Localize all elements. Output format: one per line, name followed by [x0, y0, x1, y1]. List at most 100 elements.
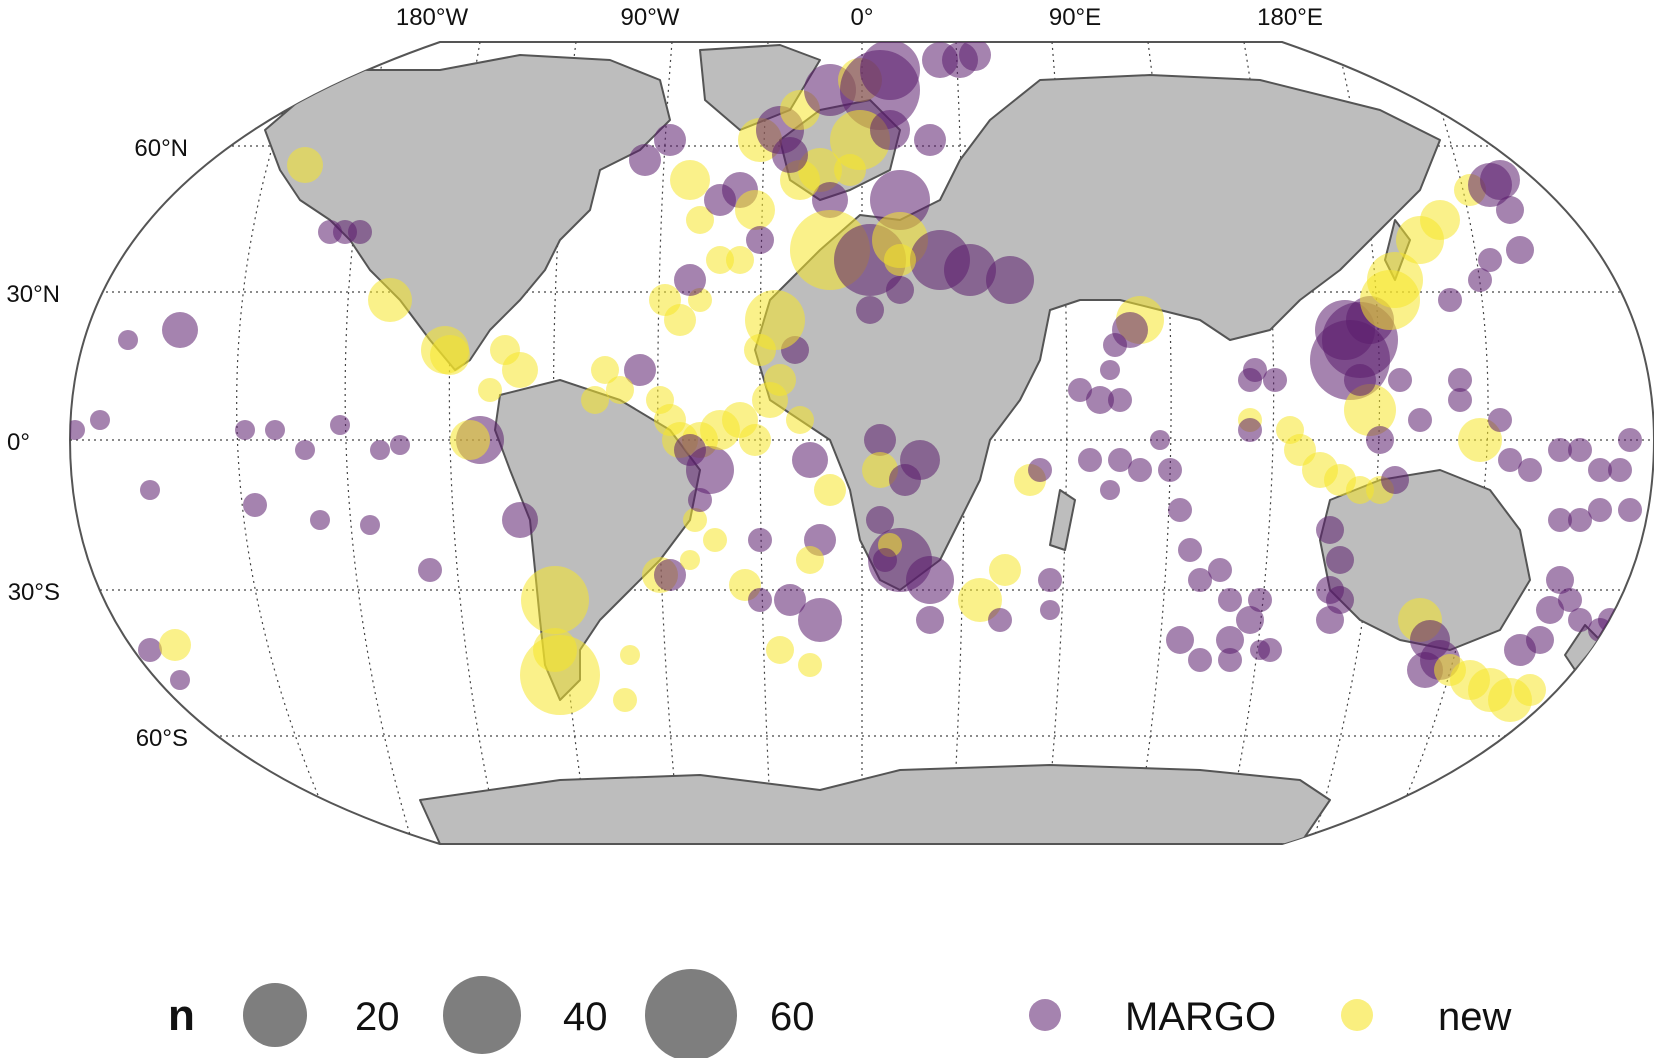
margo-site-marker	[243, 493, 267, 517]
new-site-marker	[796, 546, 824, 574]
margo-site-marker	[792, 442, 828, 478]
margo-site-marker	[624, 354, 656, 386]
new-site-marker	[884, 244, 916, 276]
margo-site-marker	[1498, 448, 1522, 472]
margo-site-marker	[914, 124, 946, 156]
margo-site-marker	[1028, 458, 1052, 482]
lat-label-60n: 60°N	[134, 135, 188, 162]
lon-labels: 180°W 90°W 0° 90°E 180°E	[396, 4, 1323, 31]
margo-site-marker	[1218, 588, 1242, 612]
lat-label-60s: 60°S	[136, 725, 188, 752]
margo-site-marker	[1548, 508, 1572, 532]
margo-site-marker	[748, 588, 772, 612]
new-site-marker	[766, 636, 794, 664]
margo-site-marker	[235, 420, 255, 440]
new-site-marker	[502, 352, 538, 388]
new-site-marker	[744, 334, 776, 366]
margo-site-marker	[812, 182, 848, 218]
legend-size-title: n	[168, 991, 195, 1040]
margo-site-marker	[1468, 268, 1492, 292]
margo-site-marker	[118, 330, 138, 350]
margo-site-marker	[873, 548, 897, 572]
margo-site-marker	[1086, 386, 1114, 414]
data-points	[70, 42, 1646, 722]
new-site-marker	[680, 550, 700, 570]
legend-new-swatch	[1341, 999, 1373, 1031]
margo-site-marker	[746, 226, 774, 254]
margo-site-marker	[1366, 426, 1394, 454]
madagascar	[1049, 489, 1076, 551]
margo-site-marker	[629, 144, 661, 176]
lat-label-30s: 30°S	[8, 579, 60, 606]
margo-site-marker	[360, 515, 380, 535]
new-site-marker	[1344, 384, 1396, 436]
margo-site-marker	[1068, 378, 1092, 402]
margo-site-marker	[1108, 448, 1132, 472]
new-site-marker	[159, 629, 191, 661]
margo-site-marker	[1100, 480, 1120, 500]
new-site-marker	[450, 420, 490, 460]
new-site-marker	[726, 246, 754, 274]
legend-size-label-40: 40	[563, 995, 608, 1039]
lat-label-0: 0°	[7, 429, 30, 456]
margo-site-marker	[265, 420, 285, 440]
margo-site-marker	[1040, 600, 1060, 620]
margo-site-marker	[1166, 626, 1194, 654]
margo-site-marker	[674, 434, 706, 466]
margo-site-marker	[1178, 538, 1202, 562]
new-site-marker	[735, 190, 775, 230]
margo-site-marker	[654, 124, 686, 156]
margo-site-marker	[90, 410, 110, 430]
margo-site-marker	[1608, 458, 1632, 482]
new-site-marker	[1420, 200, 1460, 240]
margo-site-marker	[774, 584, 806, 616]
lat-label-30n: 30°N	[6, 281, 60, 308]
new-site-marker	[764, 364, 796, 396]
lon-label-90e: 90°E	[1049, 4, 1101, 31]
margo-site-marker	[1478, 248, 1502, 272]
margo-site-marker	[886, 276, 914, 304]
margo-site-marker	[1158, 458, 1182, 482]
new-site-marker	[521, 566, 589, 634]
margo-site-marker	[1448, 368, 1472, 392]
lon-label-0: 0°	[851, 4, 874, 31]
margo-site-marker	[162, 312, 198, 348]
margo-site-marker	[1248, 588, 1272, 612]
margo-site-marker	[1568, 438, 1592, 462]
margo-site-marker	[1344, 364, 1376, 396]
margo-site-marker	[1480, 160, 1520, 200]
margo-site-marker	[1243, 358, 1267, 382]
margo-site-marker	[688, 488, 712, 512]
margo-site-marker	[1618, 428, 1642, 452]
margo-site-marker	[1078, 448, 1102, 472]
new-site-marker	[862, 452, 898, 488]
margo-site-marker	[1108, 388, 1132, 412]
margo-site-marker	[856, 296, 884, 324]
margo-site-marker	[1218, 648, 1242, 672]
margo-site-marker	[1250, 640, 1270, 660]
new-site-marker	[686, 206, 714, 234]
margo-site-marker	[1208, 558, 1232, 582]
margo-site-marker	[1546, 566, 1574, 594]
new-site-marker	[706, 246, 734, 274]
new-site-marker	[814, 474, 846, 506]
margo-site-marker	[922, 42, 958, 78]
margo-site-marker	[1316, 516, 1344, 544]
margo-site-marker	[1608, 638, 1632, 662]
margo-site-marker	[1316, 606, 1344, 634]
margo-site-marker	[900, 440, 940, 480]
new-site-marker	[786, 406, 814, 434]
margo-site-marker	[1216, 626, 1244, 654]
margo-site-marker	[944, 244, 996, 296]
new-site-marker	[958, 578, 1002, 622]
margo-site-marker	[1381, 466, 1409, 494]
lon-label-180e: 180°E	[1257, 4, 1323, 31]
margo-site-marker	[170, 670, 190, 690]
new-site-marker	[368, 278, 412, 322]
legend-size-circle-40	[443, 976, 521, 1054]
new-site-marker	[478, 378, 502, 402]
lat-labels: 60°N 30°N 0° 30°S 60°S	[6, 135, 188, 752]
lon-label-180w: 180°W	[396, 4, 469, 31]
margo-site-marker	[1518, 458, 1542, 482]
